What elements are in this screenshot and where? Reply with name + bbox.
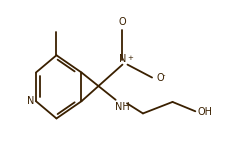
Text: OH: OH — [198, 107, 213, 117]
Text: N: N — [27, 96, 34, 106]
Text: +: + — [128, 55, 133, 61]
Text: O: O — [119, 17, 126, 27]
Text: NH: NH — [114, 102, 129, 112]
Text: O: O — [157, 73, 164, 83]
Text: N: N — [119, 54, 126, 64]
Text: -: - — [163, 73, 166, 79]
